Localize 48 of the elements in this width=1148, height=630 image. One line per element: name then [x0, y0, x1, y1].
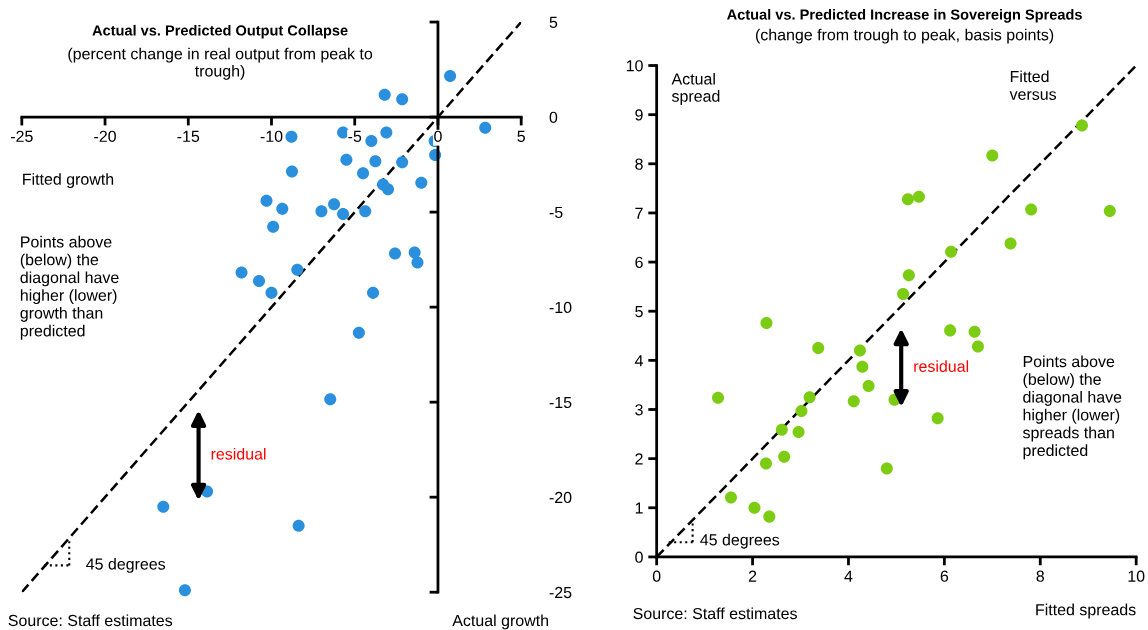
- text: Actual growth: [452, 614, 549, 630]
- y-tick-label: 8: [635, 158, 643, 170]
- y-tick-label: -20: [549, 491, 572, 504]
- y-tick-label: 6: [635, 256, 643, 269]
- source-note: Source: Staff estimates: [8, 614, 173, 627]
- y-tick-label: 5: [635, 306, 643, 318]
- y-tick-label: -10: [549, 301, 572, 314]
- chart-subtitle: (change from trough to peak, basis points): [755, 28, 1054, 44]
- y-tick-label: 7: [635, 207, 643, 219]
- y-tick-label: -5: [549, 206, 563, 219]
- x-tick-label: -20: [94, 130, 116, 142]
- x-axis-title: Fitted growth: [23, 173, 114, 189]
- chart-title: Actual vs. Predicted Increase in Sovereign Spreads: [727, 9, 1082, 23]
- x-tick-label: -15: [177, 130, 200, 142]
- x-tick-label: 8: [1036, 570, 1045, 582]
- x-tick-label: 5: [517, 130, 525, 142]
- source-note: Source: Staff estimates: [633, 607, 797, 620]
- annotation: Points above (below) the diagonal have higher (lower) spreads than predicted: [1022, 355, 1122, 460]
- x-tick-label: 2: [748, 570, 757, 582]
- annotation: 45 degrees: [86, 557, 166, 573]
- text: (percent change in real output from peak to trough): [68, 47, 373, 80]
- x-tick-label: 4: [844, 570, 853, 582]
- x-tick-label: 0: [652, 570, 661, 582]
- y-tick-label: 5: [549, 16, 558, 28]
- y-tick-label: 0: [635, 551, 643, 563]
- y-tick-label: 3: [635, 404, 643, 416]
- y-tick-label: 9: [635, 109, 643, 121]
- annotation: residual: [211, 447, 266, 460]
- y-tick-label: -15: [549, 396, 572, 409]
- annotation: 45 degrees: [700, 533, 780, 549]
- x-tick-label: 10: [1128, 570, 1145, 582]
- x-tick-label: -10: [260, 130, 283, 142]
- x-tick-label: 6: [940, 570, 949, 582]
- y-tick-label: 2: [635, 453, 643, 465]
- y-tick-label: 4: [634, 355, 643, 367]
- x-axis-title: Fitted spreads: [1036, 603, 1136, 619]
- y-tick-label: -25: [549, 586, 572, 599]
- x-tick-label: -5: [348, 130, 362, 142]
- annotation: Points above (below) the diagonal have higher (lower) growth than predicted: [20, 235, 119, 340]
- y-axis-title: Actual spread: [671, 72, 720, 105]
- y-tick-label: 10: [626, 60, 643, 72]
- x-tick-label: 0: [434, 130, 442, 142]
- y-tick-label: 1: [635, 502, 643, 514]
- x-tick-label: -25: [10, 130, 33, 142]
- annotation: residual: [914, 360, 969, 373]
- y-tick-label: 0: [549, 111, 558, 124]
- chart-title: Actual vs. Predicted Output Collapse: [92, 24, 348, 39]
- annotation: Fitted versus: [1009, 70, 1057, 100]
